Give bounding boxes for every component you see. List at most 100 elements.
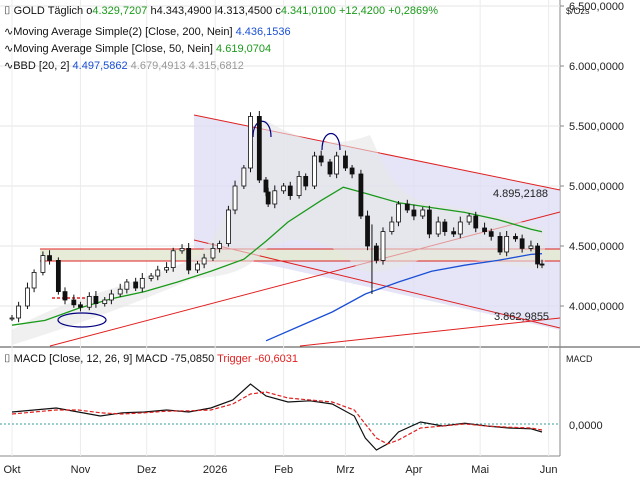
top-marker-2 <box>321 132 341 151</box>
price-candle-body <box>93 295 99 304</box>
price-candle-body <box>186 247 192 271</box>
price-candle-body <box>47 255 52 261</box>
close-value: 4.341,0100 <box>281 5 336 17</box>
price-candle-body <box>411 209 417 217</box>
price-candle-body <box>358 173 364 217</box>
price-candle-body <box>170 250 176 269</box>
price-candle-body <box>442 221 448 233</box>
axis-ticks: 4.000,0000 4.500,0000 5.000,0000 5.500,0000… <box>3 1 624 476</box>
high-prefix: h <box>150 5 156 17</box>
price-candle-body <box>256 116 262 181</box>
macd-panel-bg <box>0 348 560 456</box>
ma200-line <box>265 253 543 342</box>
price-candle-body <box>232 185 238 211</box>
price-candle-body <box>117 288 123 295</box>
price-tick-label: 4.000,0000 <box>569 301 624 313</box>
price-candle-body <box>155 269 161 277</box>
price-tick-label: 5.000,0000 <box>569 181 624 193</box>
price-tick-label: 6.500,0000 <box>569 1 624 13</box>
price-candle-body <box>133 281 139 289</box>
time-tick-label: Dez <box>137 464 157 476</box>
price-candle-body <box>9 317 15 320</box>
price-candle-body <box>287 185 293 197</box>
price-candle-body <box>148 275 154 279</box>
time-tick-label: Feb <box>274 464 293 476</box>
price-candle-body <box>62 291 68 301</box>
price-tick-label: 6.000,0000 <box>569 61 624 73</box>
price-candle-body <box>466 215 472 223</box>
price-candle-body <box>25 287 30 307</box>
price-candle-body <box>457 221 463 235</box>
top-marker-1 <box>252 120 272 138</box>
drawing-overlays <box>12 114 561 347</box>
open-prefix: o <box>86 5 92 17</box>
macd-icon: ⌷ <box>4 353 14 365</box>
price-candle-body <box>488 231 494 237</box>
price-candle-body <box>497 235 503 253</box>
time-tick-label: 2026 <box>203 464 227 476</box>
price-candle-body <box>296 175 302 196</box>
bollinger-band-fill <box>12 120 545 345</box>
price-candle-body <box>108 293 114 301</box>
price-candle-body <box>504 235 510 253</box>
open-value: 4.329,7207 <box>92 5 147 17</box>
price-candle-body <box>241 167 247 187</box>
price-candle-body <box>78 304 83 308</box>
indicator-ma200: ∿Moving Average Simple(2) [Close, 200, N… <box>4 26 291 38</box>
price-candle-body <box>102 299 108 304</box>
rising-trend-line-2 <box>299 317 561 347</box>
bbd-icon: ∿ <box>4 60 13 72</box>
price-candle-body <box>426 209 432 235</box>
price-candle-body <box>179 247 185 252</box>
price-candle-body <box>217 243 222 249</box>
header-line: ⌷ GOLD Täglich o4.329,7207 h4.343,4900 l… <box>4 5 438 17</box>
price-candle-body <box>86 295 92 308</box>
header: ⌷ GOLD Täglich o4.329,7207 h4.343,4900 l… <box>4 5 438 72</box>
price-candle-body <box>435 221 441 235</box>
price-candle-body <box>482 227 487 232</box>
price-candle-body <box>124 281 130 290</box>
close-prefix: c <box>275 5 281 17</box>
indicator-ma50: ∿Moving Average Simple [Close, 50, Nein]… <box>4 43 271 55</box>
price-candle-body <box>334 155 340 175</box>
price-candle-body <box>318 155 324 163</box>
price-candle-body <box>281 185 287 192</box>
price-candle-body <box>210 247 216 259</box>
price-tick-label: 5.500,0000 <box>569 121 624 133</box>
price-candle-body <box>272 190 278 205</box>
price-candle-body <box>539 263 545 266</box>
change-pct: +0,2869% <box>388 5 438 17</box>
price-candle-body <box>55 259 61 292</box>
grid <box>0 0 560 456</box>
time-tick-label: Apr <box>405 464 422 476</box>
price-candle-body <box>263 179 269 193</box>
ma-icon: ∿ <box>4 26 13 38</box>
price-candle-body <box>404 203 410 211</box>
price-candle-body <box>265 191 271 205</box>
price-candle-body <box>343 155 348 169</box>
macd-line <box>11 383 543 451</box>
price-candle-body <box>71 299 77 306</box>
low-value: 4.313,4500 <box>217 5 272 17</box>
ma-icon: ∿ <box>4 43 13 55</box>
macd-header: ⌷ MACD [Close, 12, 26, 9] MACD -75,0850 … <box>4 353 298 365</box>
price-candle-body <box>513 235 518 240</box>
price-candle-body <box>40 255 46 273</box>
price-candle-body <box>16 305 22 319</box>
price-candle-body <box>473 215 479 229</box>
price-candle-body <box>528 245 534 249</box>
series <box>9 111 545 451</box>
time-tick-label: Jun <box>540 464 558 476</box>
price-candle-body <box>201 257 207 265</box>
macd-axis-title: MACD <box>566 354 593 364</box>
price-candle-body <box>349 167 355 175</box>
period: Täglich <box>48 5 83 17</box>
price-candle-body <box>303 175 309 187</box>
price-candle-body <box>380 231 386 261</box>
time-tick-label: Mrz <box>336 464 354 476</box>
price-candle-body <box>420 209 426 217</box>
macd-axis-tick: 0,0000 <box>569 420 603 432</box>
macd-trigger-line <box>11 391 543 445</box>
time-tick-label: Mai <box>471 464 489 476</box>
